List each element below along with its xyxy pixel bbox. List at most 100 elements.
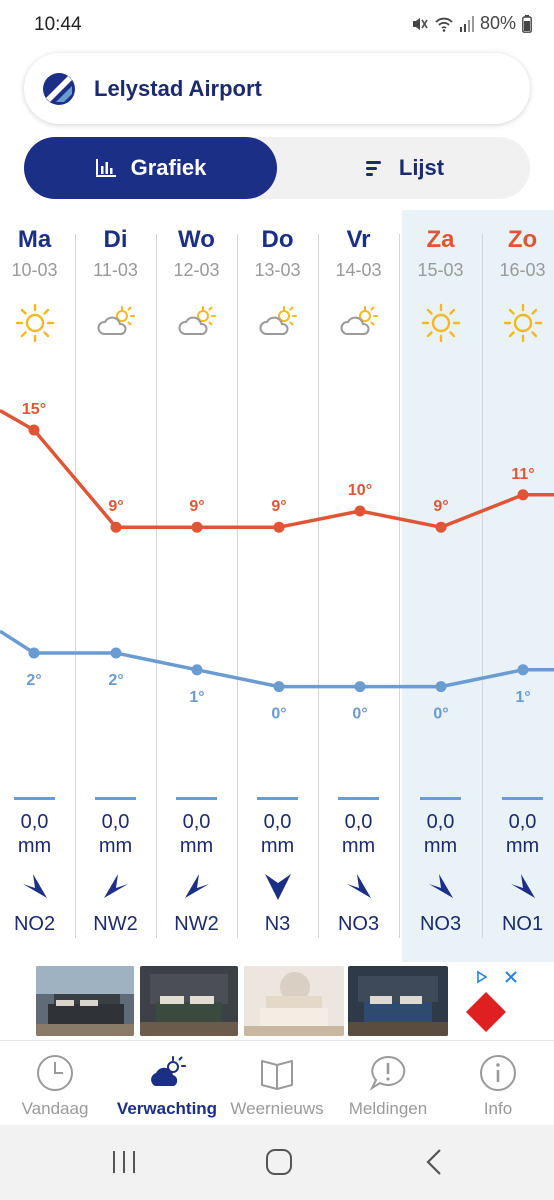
min-temp-label: 1° [515, 689, 530, 706]
max-temp-point [191, 521, 203, 533]
day-date: 10-03 [11, 260, 58, 280]
rain-bar [420, 797, 461, 800]
rain-unit: mm [17, 835, 52, 857]
wind-arrow-nw-icon [104, 874, 128, 898]
alert-bubble-icon [369, 1055, 406, 1091]
wind-label: NO1 [501, 913, 544, 935]
list-icon [365, 161, 381, 176]
rain-unit: mm [98, 835, 133, 857]
max-temp-point [435, 521, 447, 533]
weather-cloud-icon [151, 1056, 186, 1086]
nav-info[interactable]: Info [443, 1053, 553, 1119]
nav-weernieuws[interactable]: Weernieuws [222, 1053, 332, 1119]
column-divider [237, 234, 238, 938]
ad-banner[interactable] [0, 962, 554, 1040]
precipitation: 0,0 mm [400, 810, 481, 858]
max-temp-point [517, 489, 529, 501]
rain-amount: 0,0 [426, 811, 455, 833]
wind-label: N3 [264, 913, 291, 935]
day-date: 11-03 [93, 260, 138, 280]
day-name: Vr [346, 226, 371, 253]
bottom-navigation: Vandaag Verwachting Weernieuws Meldingen… [0, 1040, 554, 1125]
column-divider [482, 234, 483, 938]
temperature-chart: 15° 9° 9° 9° 10° 9° 11° 2° 2° 1° 0° 0° 0° 1° [0, 401, 554, 723]
recent-apps-icon[interactable] [110, 1147, 138, 1177]
precipitation: 0,0 mm [237, 810, 318, 858]
day-date: 15-03 [417, 260, 464, 280]
signal-icon [459, 15, 474, 32]
info-icon [480, 1055, 516, 1091]
ad-bedroom-image [348, 966, 448, 1036]
day-column-ma[interactable]: Ma 10-03 0,0 mm NO2 [0, 210, 75, 962]
partly-cloudy-icon [340, 306, 378, 335]
min-temp-label: 0° [352, 706, 367, 723]
max-temp-point [273, 521, 285, 533]
day-date: 12-03 [173, 260, 220, 280]
max-temp-label: 9° [433, 498, 448, 515]
day-column-wo[interactable]: Wo 12-03 0,0 mm NW2 [156, 210, 237, 962]
day-name: Di [103, 226, 128, 253]
list-view-label: Lijst [398, 155, 445, 180]
status-icons: 80% [410, 13, 532, 34]
rain-bar [176, 797, 217, 800]
ad-bedroom-image [244, 966, 344, 1036]
rain-amount: 0,0 [101, 811, 130, 833]
forecast-graph[interactable]: Ma 10-03 0,0 mm NO2 Di 11-03 0,0 mm NW2 Wo… [0, 210, 554, 962]
day-date: 16-03 [499, 260, 546, 280]
wind-label: NO3 [419, 913, 462, 935]
book-icon [261, 1060, 293, 1090]
location-search-bar[interactable]: Lelystad Airport [24, 53, 530, 124]
precipitation: 0,0 mm [482, 810, 554, 858]
min-temp-point [110, 647, 122, 659]
day-name: Wo [178, 226, 215, 253]
day-column-do[interactable]: Do 13-03 0,0 mm N3 [237, 210, 318, 962]
min-temp-point [354, 681, 366, 693]
battery-icon [522, 14, 532, 33]
max-temp-point [354, 505, 366, 517]
graph-view-label: Grafiek [130, 155, 207, 180]
sun-icon [15, 303, 55, 343]
rain-bar [95, 797, 136, 800]
wind-arrow-n-icon [265, 874, 291, 900]
nav-vandaag[interactable]: Vandaag [0, 1053, 110, 1119]
sun-icon [421, 303, 461, 343]
rain-unit: mm [179, 835, 214, 857]
min-temp-point [435, 681, 447, 693]
wind-label: NW2 [174, 913, 219, 935]
back-icon[interactable] [422, 1147, 446, 1177]
day-column-di[interactable]: Di 11-03 0,0 mm NW2 [75, 210, 156, 962]
rain-amount: 0,0 [344, 811, 373, 833]
home-icon[interactable] [264, 1147, 294, 1177]
partly-cloudy-icon [259, 306, 297, 335]
column-divider [399, 234, 400, 938]
list-view-button[interactable]: Lijst [277, 137, 530, 199]
app-logo-icon [43, 72, 75, 105]
day-name: Za [426, 226, 455, 253]
rain-unit: mm [505, 835, 540, 857]
column-divider [156, 234, 157, 938]
precipitation: 0,0 mm [318, 810, 399, 858]
wind-label: NW2 [93, 913, 138, 935]
wind-arrow-ne-icon [23, 874, 47, 898]
status-bar: 10:44 80% [0, 0, 554, 52]
wind-arrow-ne-icon [511, 874, 535, 898]
nav-verwachting[interactable]: Verwachting [112, 1053, 222, 1119]
min-temp-label: 2° [26, 672, 41, 689]
ad-brand-logo-icon [466, 970, 517, 1032]
nav-label: Info [483, 1099, 513, 1118]
partly-cloudy-icon [97, 306, 135, 335]
min-temp-label: 1° [189, 689, 204, 706]
nav-meldingen[interactable]: Meldingen [333, 1053, 443, 1119]
ad-bedroom-image [140, 966, 238, 1036]
min-temp-line [0, 629, 554, 689]
day-column-zo[interactable]: Zo 16-03 0,0 mm NO1 [482, 210, 554, 962]
day-column-za[interactable]: Za 15-03 0,0 mm NO3 [400, 210, 481, 962]
nav-label: Meldingen [348, 1099, 428, 1118]
day-column-vr[interactable]: Vr 14-03 0,0 mm NO3 [318, 210, 399, 962]
clock-icon [37, 1055, 73, 1091]
rain-bar [338, 797, 379, 800]
min-temp-label: 0° [271, 706, 286, 723]
graph-view-button[interactable]: Grafiek [24, 137, 277, 199]
day-name: Do [261, 226, 294, 253]
wind-label: NO3 [337, 913, 380, 935]
